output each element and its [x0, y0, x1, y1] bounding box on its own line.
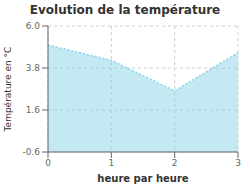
svg-text:6.0: 6.0 [26, 21, 41, 31]
html-text:Evolution de la température: Evolution de la température [29, 3, 221, 17]
svg-text:3.8: 3.8 [26, 63, 41, 73]
svg-text:3: 3 [235, 158, 241, 168]
svg-text:-0.6: -0.6 [22, 147, 40, 157]
svg-text:2: 2 [172, 158, 178, 168]
svg-text:1: 1 [108, 158, 114, 168]
svg-text:heure par heure: heure par heure [97, 173, 188, 184]
svg-text:1.6: 1.6 [26, 105, 41, 115]
svg-text:0: 0 [45, 158, 51, 168]
svg-text:Température en °C: Température en °C [8, 47, 13, 133]
